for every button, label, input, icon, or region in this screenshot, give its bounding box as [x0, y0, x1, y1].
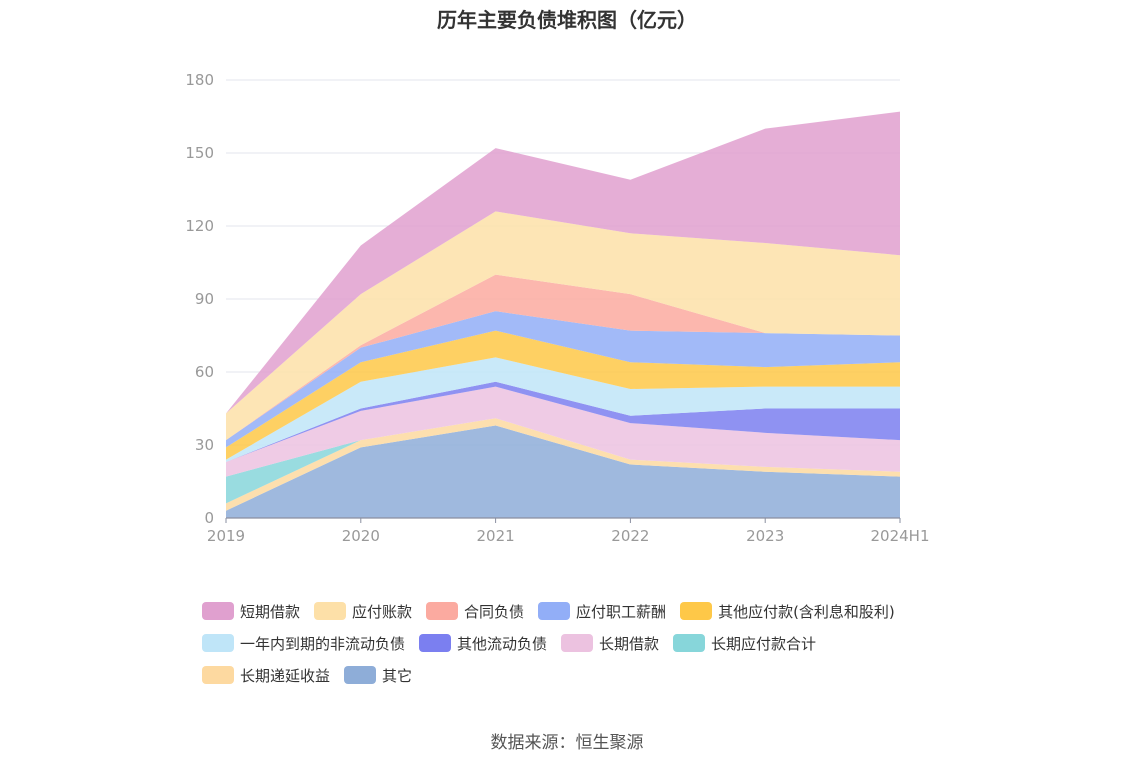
x-tick-label: 2021 — [477, 527, 515, 545]
area-series-0 — [226, 425, 900, 518]
area-series-1 — [226, 418, 900, 511]
legend-item[interactable]: 合同负债 — [426, 600, 524, 622]
legend-swatch — [673, 634, 706, 652]
legend-label: 其它 — [382, 666, 413, 685]
legend-label: 长期递延收益 — [240, 666, 331, 685]
legend-label: 长期应付款合计 — [711, 634, 817, 653]
legend-item[interactable]: 长期应付款合计 — [673, 632, 816, 654]
y-tick-label: 30 — [195, 436, 214, 454]
legend-swatch — [202, 602, 234, 620]
area-series-4 — [226, 381, 900, 463]
legend-label: 应付职工薪酬 — [576, 602, 667, 621]
legend-swatch — [344, 666, 377, 684]
chart-title: 历年主要负债堆积图（亿元） — [437, 8, 697, 32]
legend-label: 应付账款 — [352, 602, 413, 621]
area-series-6 — [226, 330, 900, 460]
legend-swatch — [202, 666, 234, 684]
y-tick-label: 0 — [204, 509, 214, 527]
y-tick-label: 90 — [195, 290, 214, 308]
y-tick-label: 150 — [185, 144, 214, 162]
area-series-8 — [226, 274, 900, 441]
x-tick-label: 2020 — [342, 527, 380, 545]
chart-plot-area: 0 30 60 90 120 150 180 2019 2020 2021 2022 2023 2024… — [185, 71, 930, 545]
x-tick-label: 2019 — [207, 527, 245, 545]
legend-item[interactable]: 长期递延收益 — [202, 664, 330, 686]
legend-swatch — [426, 602, 459, 620]
legend-swatch — [561, 634, 594, 652]
legend-item[interactable]: 其它 — [344, 664, 412, 686]
legend-label: 短期借款 — [240, 602, 301, 621]
legend-item[interactable]: 长期借款 — [561, 632, 659, 654]
x-tick-label: 2022 — [611, 527, 649, 545]
area-series-7 — [226, 311, 900, 448]
legend-item[interactable]: 其他流动负债 — [419, 632, 547, 654]
area-series-3 — [226, 386, 900, 477]
x-tick-label: 2024H1 — [871, 527, 930, 545]
legend-label: 合同负债 — [464, 602, 525, 621]
legend-swatch — [680, 602, 713, 620]
legend-item[interactable]: 应付账款 — [314, 600, 412, 622]
area-series-10 — [226, 111, 900, 414]
legend-swatch — [419, 634, 452, 652]
chart-legend: 短期借款 应付账款 合同负债 应付职工薪酬 其他应付款(含利息和股利) 一年内到期的非流动… — [202, 600, 962, 696]
area-series-5 — [226, 357, 900, 463]
legend-item[interactable]: 应付职工薪酬 — [538, 600, 666, 622]
legend-item[interactable]: 其他应付款(含利息和股利) — [680, 600, 895, 622]
area-series-9 — [226, 211, 900, 441]
legend-label: 一年内到期的非流动负债 — [240, 634, 406, 653]
legend-item[interactable]: 一年内到期的非流动负债 — [202, 632, 405, 654]
legend-swatch — [538, 602, 571, 620]
legend-swatch — [202, 634, 234, 652]
y-tick-label: 60 — [195, 363, 214, 381]
legend-label: 其他应付款(含利息和股利) — [718, 602, 895, 621]
legend-label: 其他流动负债 — [457, 634, 548, 653]
x-tick-label: 2023 — [746, 527, 784, 545]
y-tick-label: 180 — [185, 71, 214, 89]
legend-swatch — [314, 602, 347, 620]
legend-label: 长期借款 — [599, 634, 660, 653]
data-source: 数据来源：恒生聚源 — [490, 733, 644, 753]
y-tick-label: 120 — [185, 217, 214, 235]
legend-item[interactable]: 短期借款 — [202, 600, 300, 622]
